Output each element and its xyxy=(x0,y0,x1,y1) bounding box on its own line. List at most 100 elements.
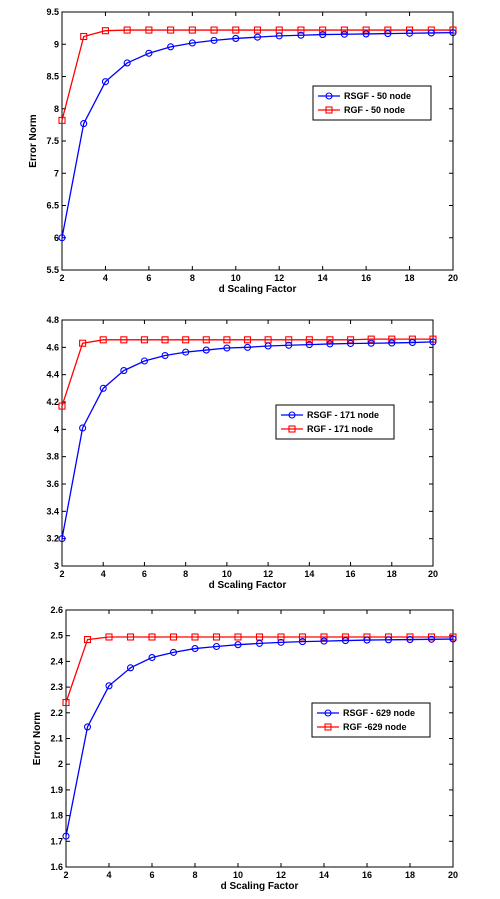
x-tick-label: 4 xyxy=(103,273,108,283)
data-point xyxy=(362,26,370,34)
data-point xyxy=(326,340,334,348)
data-point xyxy=(105,633,113,641)
data-point xyxy=(232,34,240,42)
data-point xyxy=(148,653,156,662)
y-tick-label: 4.8 xyxy=(46,315,59,325)
data-point xyxy=(105,682,113,690)
y-tick-label: 8.5 xyxy=(46,72,59,82)
x-tick-label: 12 xyxy=(263,569,273,579)
data-point xyxy=(253,33,262,41)
data-point xyxy=(427,29,435,37)
data-point xyxy=(305,341,313,349)
y-axis-label: Error Norm xyxy=(28,114,39,167)
y-tick-label: 6 xyxy=(54,233,59,243)
data-point xyxy=(58,535,66,543)
y-tick-label: 3 xyxy=(54,561,59,571)
data-point xyxy=(427,635,436,643)
legend-label: RSGF - 50 node xyxy=(344,91,411,101)
y-tick-label: 2.1 xyxy=(50,734,63,744)
data-point xyxy=(388,335,396,343)
chart-2: 2 4 6 8 10 12 14 16 18 20 3 3.2 3.4 3.6 3.8 4 4.2 4.4 4.6 4… xyxy=(46,315,438,591)
data-point xyxy=(83,723,92,731)
series-line xyxy=(61,341,434,539)
y-tick-label: 3.8 xyxy=(46,452,59,462)
series-line xyxy=(61,338,433,407)
chart-1: 2 4 6 8 10 12 14 16 18 20 5.5 6 6.5 7 7.5 8 8.5 9 9.5 d Sca… xyxy=(28,7,458,295)
x-tick-label: 2 xyxy=(59,273,64,283)
y-tick-label: 6.5 xyxy=(46,201,59,211)
legend-marker xyxy=(325,92,333,100)
x-tick-label: 6 xyxy=(149,870,154,880)
data-point xyxy=(347,339,355,348)
legend: RSGF - 50 node RGF - 50 node xyxy=(312,85,432,121)
data-point xyxy=(406,29,414,37)
data-point xyxy=(326,336,334,344)
data-point xyxy=(406,636,414,644)
data-point xyxy=(123,59,131,67)
series-1 xyxy=(58,29,457,242)
data-point xyxy=(298,633,307,641)
data-point xyxy=(140,336,148,344)
series-1 xyxy=(62,635,457,840)
data-point xyxy=(384,30,392,38)
x-tick-label: 20 xyxy=(448,273,458,283)
legend-box xyxy=(311,702,431,738)
x-tick-label: 12 xyxy=(276,870,286,880)
y-tick-label: 7 xyxy=(54,168,59,178)
y-tick-label: 9.5 xyxy=(46,7,59,17)
y-tick-label: 9 xyxy=(54,39,59,49)
data-point xyxy=(223,336,231,344)
x-tick-label: 16 xyxy=(362,870,372,880)
data-point xyxy=(367,335,375,343)
data-point xyxy=(264,342,272,350)
x-tick-label: 20 xyxy=(448,870,458,880)
y-tick-label: 2.3 xyxy=(50,682,63,692)
x-axis-label: d Scaling Factor xyxy=(221,881,299,892)
data-point xyxy=(234,641,242,649)
data-point xyxy=(140,357,148,365)
y-tick-label: 2.2 xyxy=(50,708,63,718)
y-tick-label: 1.6 xyxy=(50,862,63,872)
y-tick-label: 2 xyxy=(58,759,63,769)
y-tick-label: 3.2 xyxy=(46,534,59,544)
x-tick-label: 18 xyxy=(405,870,415,880)
data-point xyxy=(62,698,70,707)
data-point xyxy=(388,339,396,347)
data-point xyxy=(169,633,178,641)
legend-box xyxy=(275,404,395,440)
data-point xyxy=(58,402,66,410)
data-point xyxy=(202,346,210,354)
data-point xyxy=(79,339,87,347)
x-tick-label: 8 xyxy=(183,569,188,579)
x-tick-label: 10 xyxy=(222,569,232,579)
legend: RSGF - 629 node RGF -629 node xyxy=(311,702,431,738)
data-point xyxy=(120,367,128,375)
plot-area xyxy=(61,11,454,271)
data-point xyxy=(167,43,175,51)
data-point xyxy=(449,29,457,37)
legend-marker xyxy=(288,411,296,419)
data-point xyxy=(120,336,128,344)
x-tick-label: 2 xyxy=(63,870,68,880)
data-point xyxy=(363,636,371,644)
y-tick-label: 2.6 xyxy=(50,605,63,615)
legend-label: RSGF - 171 node xyxy=(307,410,379,420)
y-tick-label: 3.4 xyxy=(46,506,59,516)
data-point xyxy=(234,633,242,641)
data-point xyxy=(79,424,87,432)
legend-marker xyxy=(324,723,332,731)
data-point xyxy=(320,633,328,641)
data-point xyxy=(449,635,457,643)
data-point xyxy=(101,27,109,35)
y-tick-label: 4.6 xyxy=(46,342,59,352)
plot-area xyxy=(65,609,454,868)
chart-3: 2 4 6 8 10 12 14 16 18 20 1.6 1.7 1.8 1.9 2 2.1 2.2 2.3 2.… xyxy=(32,605,458,892)
x-axis-label: d Scaling Factor xyxy=(209,580,287,591)
data-point xyxy=(126,664,135,672)
y-axis-label: Error Norm xyxy=(32,712,43,765)
data-point xyxy=(210,26,218,34)
y-tick-label: 2.5 xyxy=(50,631,63,641)
y-tick-label: 4.4 xyxy=(46,370,59,380)
series-1 xyxy=(58,338,437,543)
data-point xyxy=(202,336,210,344)
